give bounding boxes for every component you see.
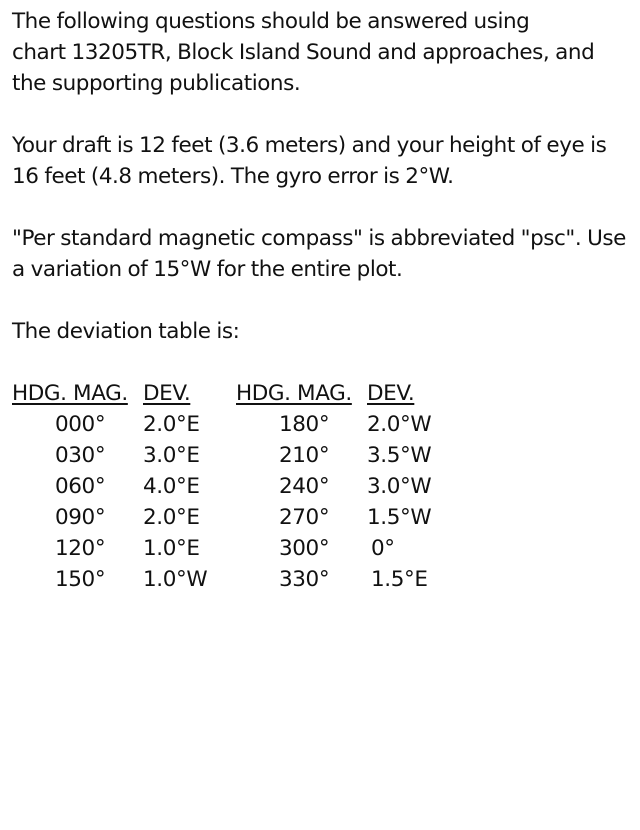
hdg-cell: 180°	[279, 412, 330, 437]
dev-cell: 4.0°E	[143, 474, 200, 499]
hdg-cell: 000°	[55, 412, 106, 437]
left-dev-column: DEV. 2.0°E 3.0°E 4.0°E 2.0°E 1.0°E 1.0°W	[143, 378, 208, 595]
text-line: The deviation table is:	[12, 319, 240, 344]
text-line: a variation of 15°W for the entire plot.	[12, 257, 403, 282]
dev-cell: 1.0°E	[143, 536, 200, 561]
right-hdg-column: HDG. MAG. 180° 210° 240° 270° 300° 330°	[236, 378, 352, 595]
right-dev-column: DEV. 2.0°W 3.5°W 3.0°W 1.5°W 0° 1.5°E	[367, 378, 432, 595]
dev-cell: 2.0°W	[367, 412, 432, 437]
hdg-cell: 240°	[279, 474, 330, 499]
hdg-cell: 150°	[55, 567, 106, 592]
hdg-mag-header: HDG. MAG.	[12, 381, 128, 406]
dev-cell: 3.0°W	[367, 474, 432, 499]
deviation-intro-paragraph: The deviation table is:	[12, 316, 636, 347]
hdg-cell: 060°	[55, 474, 106, 499]
text-line: "Per standard magnetic compass" is abbre…	[12, 226, 626, 251]
intro-paragraph: The following questions should be answer…	[12, 6, 636, 99]
deviation-table: HDG. MAG. 000° 030° 060° 090° 120° 150° …	[12, 378, 636, 598]
text-line: chart 13205TR, Block Island Sound and ap…	[12, 40, 595, 65]
variation-paragraph: "Per standard magnetic compass" is abbre…	[12, 223, 636, 285]
dev-cell: 2.0°E	[143, 412, 200, 437]
hdg-cell: 270°	[279, 505, 330, 530]
dev-cell: 1.5°E	[371, 567, 428, 592]
dev-cell: 1.5°W	[367, 505, 432, 530]
text-line: Your draft is 12 feet (3.6 meters) and y…	[12, 133, 607, 158]
hdg-cell: 330°	[279, 567, 330, 592]
hdg-cell: 300°	[279, 536, 330, 561]
text-line: The following questions should be answer…	[12, 9, 530, 34]
dev-cell: 3.5°W	[367, 443, 432, 468]
hdg-mag-header: HDG. MAG.	[236, 381, 352, 406]
hdg-cell: 090°	[55, 505, 106, 530]
draft-paragraph: Your draft is 12 feet (3.6 meters) and y…	[12, 130, 636, 192]
dev-cell: 3.0°E	[143, 443, 200, 468]
dev-header: DEV.	[367, 381, 415, 406]
hdg-cell: 210°	[279, 443, 330, 468]
dev-cell: 1.0°W	[143, 567, 208, 592]
dev-cell: 2.0°E	[143, 505, 200, 530]
text-line: 16 feet (4.8 meters). The gyro error is …	[12, 164, 454, 189]
hdg-cell: 030°	[55, 443, 106, 468]
text-line: the supporting publications.	[12, 71, 301, 96]
dev-cell: 0°	[371, 536, 395, 561]
hdg-cell: 120°	[55, 536, 106, 561]
document-body: The following questions should be answer…	[12, 6, 636, 598]
left-hdg-column: HDG. MAG. 000° 030° 060° 090° 120° 150°	[12, 378, 128, 595]
dev-header: DEV.	[143, 381, 191, 406]
